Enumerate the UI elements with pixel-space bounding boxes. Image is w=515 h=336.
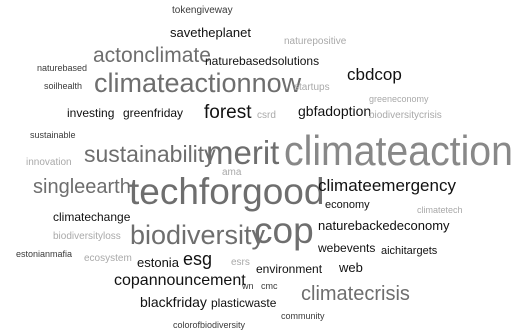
word-cbdcop: cbdcop xyxy=(347,65,402,84)
word-investing: investing xyxy=(67,106,115,120)
word-colorofbiodiversity: colorofbiodiversity xyxy=(173,320,246,330)
word-cop: cop xyxy=(254,210,314,251)
word-forest: forest xyxy=(204,102,252,123)
word-environment: environment xyxy=(256,262,323,276)
word-esg: esg xyxy=(183,249,213,269)
word-esrs: esrs xyxy=(231,257,250,268)
word-singleearth: singleearth xyxy=(33,176,131,198)
word-naturebackedeconomy: naturebackedeconomy xyxy=(318,218,450,233)
word-biodiversitycrisis: biodiversitycrisis xyxy=(369,110,442,121)
word-webevents: webevents xyxy=(318,241,376,255)
word-cmc: cmc xyxy=(261,281,278,291)
word-economy: economy xyxy=(325,199,370,211)
word-copannouncement: copannouncement xyxy=(114,272,246,289)
word-web: web xyxy=(339,260,363,275)
word-techforgood: techforgood xyxy=(129,171,325,212)
word-startups: startups xyxy=(294,82,330,93)
word-naturebasedsolutions: naturebasedsolutions xyxy=(205,54,320,68)
word-climatecrisis: climatecrisis xyxy=(301,283,410,305)
word-merit: merit xyxy=(206,134,280,171)
word-climateactionnow: climateactionnow xyxy=(94,68,302,98)
word-greenfriday: greenfriday xyxy=(123,106,184,120)
word-climateemergency: climateemergency xyxy=(318,176,456,195)
word-sustainability: sustainability xyxy=(84,141,216,167)
word-ama: ama xyxy=(222,167,242,178)
word-savetheplanet: savetheplanet xyxy=(170,25,251,40)
word-climateaction: climateaction xyxy=(284,127,513,174)
word-naturebased: naturebased xyxy=(37,63,88,73)
word-innovation: innovation xyxy=(26,157,72,168)
word-gbfadoption: gbfadoption xyxy=(298,103,372,119)
word-plasticwaste: plasticwaste xyxy=(211,296,277,310)
word-estonia: estonia xyxy=(137,255,179,270)
word-naturepositive: naturepositive xyxy=(284,36,347,47)
word-csrd: csrd xyxy=(257,110,276,121)
word-biodiversityloss: biodiversityloss xyxy=(53,231,121,242)
word-sustainable: sustainable xyxy=(30,130,76,140)
word-tokengiveway: tokengiveway xyxy=(172,5,233,16)
word-ecosystem: ecosystem xyxy=(84,253,132,264)
word-wn: wn xyxy=(242,281,254,291)
word-estonianmafia: estonianmafia xyxy=(16,249,73,259)
word-greeneconomy: greeneconomy xyxy=(369,94,429,104)
word-biodiversity: biodiversity xyxy=(130,220,266,250)
word-blackfriday: blackfriday xyxy=(140,294,207,310)
word-actonclimate: actonclimate xyxy=(93,44,211,67)
word-climatetech: climatetech xyxy=(417,205,463,215)
word-soilhealth: soilhealth xyxy=(44,81,83,91)
word-community: community xyxy=(281,311,325,321)
word-climatechange: climatechange xyxy=(53,210,131,224)
word-aichitargets: aichitargets xyxy=(381,245,438,257)
